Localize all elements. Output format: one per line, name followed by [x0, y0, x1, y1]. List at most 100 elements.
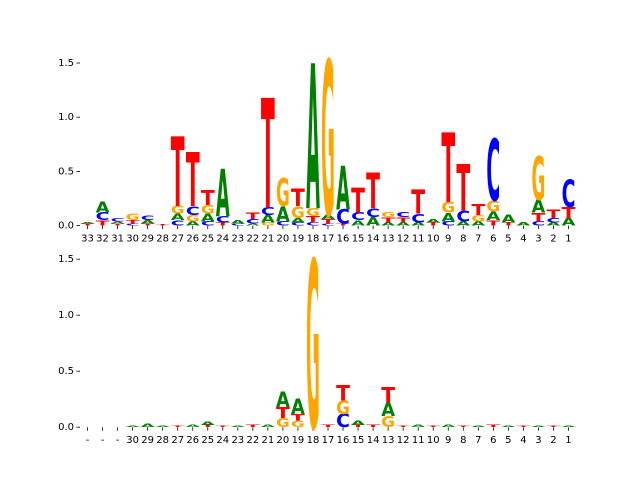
- x-tick-label: 16: [337, 234, 350, 245]
- y-tick-label: 1.5: [58, 254, 74, 265]
- logo-letter: C: [96, 210, 110, 223]
- logo-letter: A: [291, 394, 305, 419]
- logo-letter: T: [486, 219, 501, 228]
- logo-letter: T: [547, 207, 562, 221]
- logo-letter: T: [216, 426, 230, 428]
- x-tick-label: 13: [382, 435, 395, 446]
- y-tick-label: 1.0: [58, 112, 74, 123]
- x-tick-label: 12: [397, 234, 410, 245]
- logo-letter: T: [456, 152, 470, 226]
- logo-letter: T: [351, 181, 365, 221]
- logo-letter: G: [261, 222, 275, 227]
- logo-letter: A: [156, 426, 170, 428]
- x-tick-label: 24: [216, 234, 229, 245]
- logo-letter: T: [396, 426, 410, 428]
- x-tick-label: 27: [171, 234, 184, 245]
- x-tick-label: 9: [445, 435, 451, 446]
- logo-letter: T: [321, 425, 335, 428]
- x-tick-label: 12: [397, 435, 410, 446]
- logo-letter: A: [186, 220, 201, 227]
- logo-letter: T: [246, 211, 261, 221]
- logo-letter: T: [81, 223, 95, 226]
- x-tick-label: 26: [186, 234, 199, 245]
- logo-letter: A: [366, 215, 380, 229]
- x-tick-label: 5: [505, 435, 511, 446]
- logo-letter: T: [336, 381, 350, 406]
- x-tick-label: 6: [490, 435, 496, 446]
- logo-letter: A: [111, 221, 125, 224]
- logo-letter: C: [201, 220, 215, 227]
- logo-panel: 0.00.51.01.533TA32TCA31TAC30CTG29TAC28T2…: [58, 18, 576, 266]
- logo-letter: C: [276, 220, 290, 227]
- logo-letter: A: [216, 156, 230, 232]
- x-tick-label: 1: [565, 234, 571, 245]
- logo-letter: G: [321, 18, 335, 266]
- logo-letter: A: [411, 222, 425, 227]
- x-tick-label: 16: [337, 435, 350, 446]
- logo-letter: T: [246, 425, 260, 428]
- logo-letter: T: [501, 222, 515, 227]
- logo-letter: T: [321, 218, 335, 225]
- logo-letter: T: [336, 223, 350, 226]
- logo-letter: C: [486, 124, 500, 222]
- logo-letter: G: [471, 213, 485, 223]
- x-tick-label: 28: [156, 435, 169, 446]
- logo-letter: T: [381, 383, 395, 408]
- x-tick-label: 4: [520, 234, 526, 245]
- logo-letter: G: [486, 199, 500, 216]
- logo-letter: A: [336, 156, 350, 224]
- x-tick-label: 31: [111, 234, 124, 245]
- logo-letter: C: [111, 218, 125, 223]
- logo-letter: C: [366, 206, 380, 220]
- x-tick-label: 33: [81, 234, 94, 245]
- logo-letter: G: [532, 146, 546, 214]
- logo-letter: A: [456, 220, 471, 227]
- logo-letter: G: [306, 213, 320, 480]
- logo-letter: A: [381, 399, 395, 421]
- logo-letter: C: [186, 204, 200, 218]
- logo-letter: A: [381, 222, 395, 227]
- logo-letter: A: [532, 197, 546, 217]
- logo-letter: T: [411, 185, 425, 223]
- logo-letter: T: [111, 223, 125, 226]
- logo-letter: G: [336, 396, 350, 418]
- logo-letter: G: [381, 210, 395, 219]
- x-tick-label: 29: [141, 435, 154, 446]
- logo-letter: G: [441, 200, 455, 217]
- logo-letter: A: [516, 222, 530, 227]
- y-tick-label: 0.5: [58, 166, 74, 177]
- x-tick-label: 10: [427, 435, 440, 446]
- logo-letter: G: [381, 414, 395, 431]
- y-tick-label: 0.0: [58, 221, 74, 232]
- logo-letter: A: [171, 212, 185, 222]
- x-tick-label: 7: [475, 435, 481, 446]
- logo-letter: G: [306, 206, 320, 219]
- x-tick-label: 3: [535, 234, 541, 245]
- logo-letter: A: [231, 426, 245, 428]
- logo-letter: T: [171, 119, 185, 230]
- logo-letter: T: [261, 70, 275, 244]
- logo-letter: C: [126, 223, 140, 226]
- logo-letter: T: [291, 412, 305, 423]
- x-tick-label: -: [86, 435, 90, 446]
- logo-letter: T: [532, 210, 547, 224]
- logo-panel: 0.00.51.01.5- - -30A29A28A27T26A25TA24T23A…: [58, 213, 576, 480]
- x-tick-label: 7: [475, 234, 481, 245]
- x-tick-label: 21: [262, 435, 275, 446]
- logo-letter: C: [351, 210, 365, 223]
- logo-letter: A: [231, 220, 245, 225]
- logo-letter: C: [532, 220, 546, 227]
- logo-letter: T: [141, 223, 155, 226]
- logo-letter: G: [291, 419, 305, 430]
- x-tick-label: 28: [156, 234, 169, 245]
- x-tick-label: 8: [460, 234, 466, 245]
- x-tick-label: 21: [262, 234, 275, 245]
- logo-letter: T: [456, 426, 470, 428]
- x-tick-label: -: [101, 435, 105, 446]
- x-tick-label: 6: [490, 234, 496, 245]
- x-tick-label: 22: [246, 435, 259, 446]
- logo-letter: C: [456, 209, 470, 226]
- logo-letter: A: [96, 200, 110, 217]
- logo-letter: T: [366, 425, 380, 428]
- x-tick-label: 9: [445, 234, 451, 245]
